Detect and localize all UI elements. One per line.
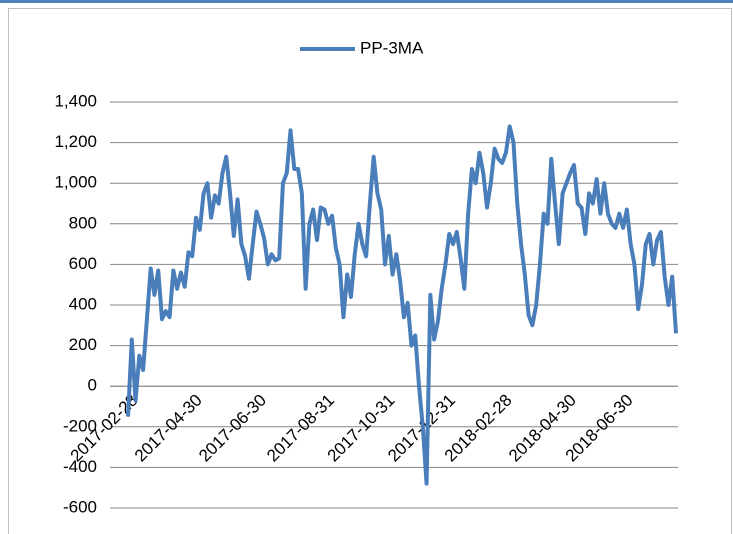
y-tick-label: -400 (63, 457, 97, 476)
y-tick-label: 400 (69, 294, 97, 313)
y-tick-label: 1,400 (54, 91, 97, 110)
legend-label: PP-3MA (360, 38, 424, 57)
y-tick-label: -200 (63, 416, 97, 435)
y-tick-label: 800 (69, 213, 97, 232)
chart-border (8, 8, 732, 534)
y-tick-label: 0 (88, 376, 97, 395)
y-tick-label: 1,000 (54, 173, 97, 192)
y-tick-label: 1,200 (54, 132, 97, 151)
y-tick-label: 200 (69, 335, 97, 354)
data-line (126, 124, 678, 486)
y-tick-label: 600 (69, 254, 97, 273)
y-tick-label: -600 (63, 497, 97, 516)
